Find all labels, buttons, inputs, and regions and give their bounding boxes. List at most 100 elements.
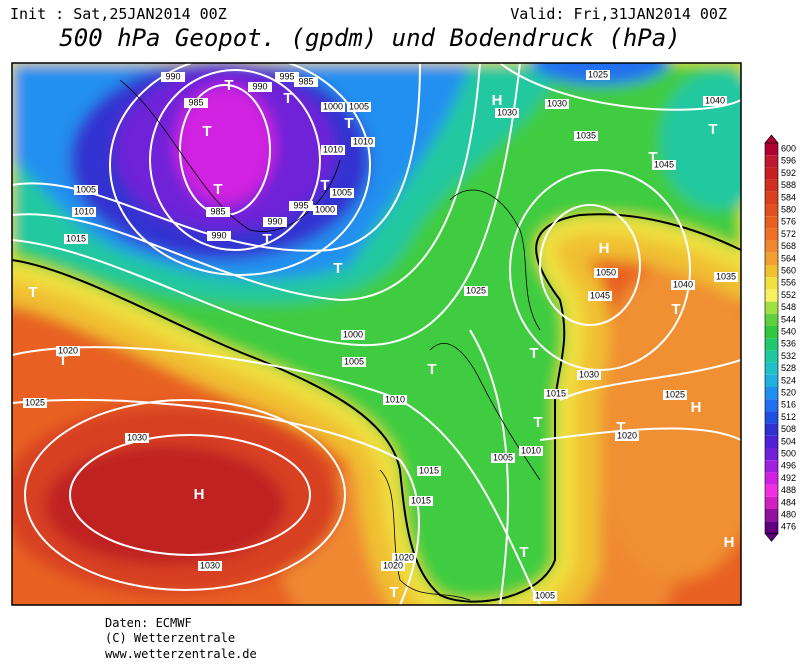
isobar-label-bg <box>64 234 88 244</box>
colorbar-label: 492 <box>781 473 796 483</box>
colorbar-label: 552 <box>781 290 796 300</box>
colorbar-label: 560 <box>781 265 796 275</box>
isobar-label: 1040 <box>673 279 693 289</box>
colorbar-label: 592 <box>781 168 796 178</box>
colorbar-swatch <box>765 265 778 278</box>
map-frame <box>11 62 742 606</box>
isobar-label-bg <box>491 453 515 463</box>
pressure-center: T <box>283 90 292 107</box>
isobar-label-bg <box>184 98 208 108</box>
pressure-center: H <box>194 486 205 503</box>
isobar-label: 1015 <box>66 233 86 243</box>
colorbar-label: 568 <box>781 241 796 251</box>
colorbar-label: 504 <box>781 436 796 446</box>
pressure-center: T <box>708 121 717 138</box>
colorbar-swatch <box>765 204 778 217</box>
colorbar-swatch <box>765 313 778 326</box>
isobar-label: 1010 <box>353 136 373 146</box>
pressure-center: H <box>691 399 702 416</box>
pressure-center: T <box>529 345 538 362</box>
pressure-center: T <box>519 544 528 561</box>
isobar-label: 1035 <box>576 130 596 140</box>
isobar-label-bg <box>321 145 345 155</box>
isobar-label-bg <box>206 207 230 217</box>
isobar-label: 990 <box>165 71 180 81</box>
colorbar-swatch <box>765 435 778 448</box>
isobar-label: 1005 <box>332 187 352 197</box>
pressure-center: H <box>492 92 503 109</box>
isobar-label: 1005 <box>535 590 555 600</box>
colorbar-swatch <box>765 191 778 204</box>
colorbar-swatch <box>765 179 778 192</box>
colorbar-swatch <box>765 411 778 424</box>
colorbar-label: 576 <box>781 217 796 227</box>
isobar-label: 1030 <box>547 98 567 108</box>
isobar-label-bg <box>347 102 371 112</box>
isobar-label-bg <box>289 201 313 211</box>
isobar-label: 985 <box>188 97 203 107</box>
isobar-label: 1030 <box>497 107 517 117</box>
isobar-label-bg <box>321 102 345 112</box>
isobar-label-bg <box>275 72 299 82</box>
colorbar-label: 584 <box>781 192 796 202</box>
valid-time: Valid: Fri,31JAN2014 00Z <box>510 5 727 23</box>
colorbar-label: 536 <box>781 339 796 349</box>
colorbar-cap-bottom <box>764 533 779 542</box>
contour-552 <box>12 213 741 603</box>
isobar-label-bg <box>652 160 676 170</box>
isobar-label: 990 <box>211 230 226 240</box>
colorbar-label: 596 <box>781 156 796 166</box>
pressure-center: T <box>533 414 542 431</box>
colorbar-swatch <box>765 521 778 534</box>
isobar-label: 1010 <box>74 206 94 216</box>
map-title: 500 hPa Geopot. (gpdm) und Bodendruck (h… <box>59 24 680 52</box>
isobar-label-bg <box>263 217 287 227</box>
isobar-label: 1025 <box>588 69 608 79</box>
colorbar-swatch <box>765 289 778 302</box>
isobar-label: 1045 <box>654 159 674 169</box>
colorbar-swatch <box>765 277 778 290</box>
isobar-label-bg <box>341 330 365 340</box>
colorbar-swatch <box>765 472 778 485</box>
colorbar-swatch <box>765 496 778 509</box>
footer-copyright: (C) Wetterzentrale <box>105 631 235 645</box>
isobar-label-bg <box>56 346 80 356</box>
isobar-label-bg <box>533 591 557 601</box>
pressure-center: T <box>427 361 436 378</box>
isobar-label-bg <box>663 390 687 400</box>
pressure-center: T <box>58 352 67 369</box>
colorbar-swatch <box>765 387 778 400</box>
map: 990 985 990 995 985 1000 1005 1010 1010 1005 1000 9… <box>12 63 741 605</box>
isobar-label: 1010 <box>521 445 541 455</box>
init-time: Init : Sat,25JAN2014 00Z <box>10 5 227 23</box>
isobar-label-bg <box>392 553 416 563</box>
isobar-label: 1010 <box>323 144 343 154</box>
isobar-label: 1005 <box>349 101 369 111</box>
isobar-label: 1025 <box>466 285 486 295</box>
isobar-label: 1000 <box>315 204 335 214</box>
isobar-label: 1015 <box>419 465 439 475</box>
pressure-center: T <box>389 584 398 601</box>
pressure-center: T <box>320 177 329 194</box>
colorbar-swatch <box>765 228 778 241</box>
isobar-label-bg <box>74 185 98 195</box>
pressure-center: T <box>333 260 342 277</box>
isobar-label-bg <box>545 99 569 109</box>
colorbar-frame <box>764 142 779 534</box>
colorbar-label: 484 <box>781 497 796 507</box>
isobar-label: 1020 <box>394 552 414 562</box>
isobar-label: 1035 <box>716 271 736 281</box>
colorbar-swatch <box>765 252 778 265</box>
isobar-label: 1030 <box>127 432 147 442</box>
isobar-label-bg <box>330 188 354 198</box>
pressure-center: T <box>671 301 680 318</box>
isobar-label-bg <box>294 77 318 87</box>
pressure-center: H <box>724 534 735 551</box>
colorbar-swatch <box>765 301 778 314</box>
isobar-label: 1005 <box>76 184 96 194</box>
colorbar-swatch <box>765 350 778 363</box>
isobar-label-bg <box>586 70 610 80</box>
pressure-center: T <box>262 231 271 248</box>
isobar-label: 1020 <box>617 430 637 440</box>
colorbar-label: 524 <box>781 375 796 385</box>
